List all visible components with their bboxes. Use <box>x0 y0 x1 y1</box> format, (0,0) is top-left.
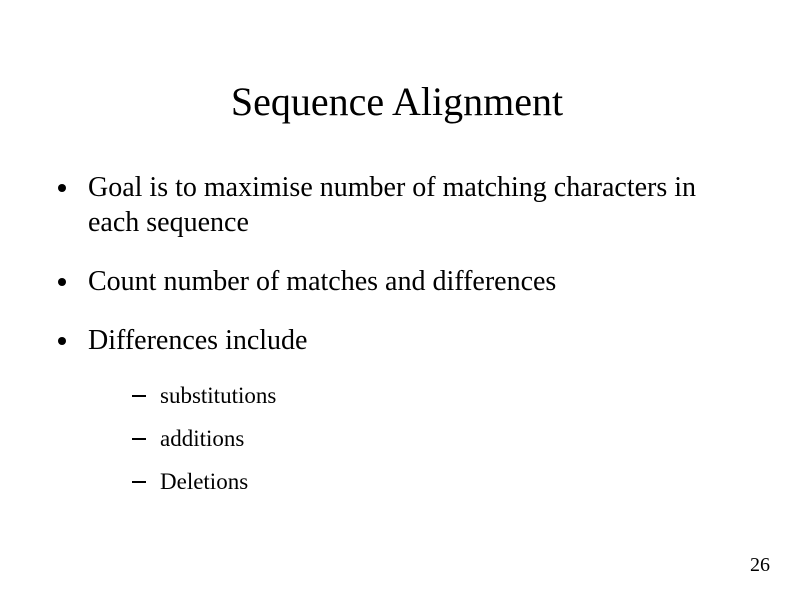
list-item: substitutions <box>132 382 738 411</box>
subbullet-text: Deletions <box>160 468 248 497</box>
dash-icon <box>132 395 146 397</box>
subbullet-text: substitutions <box>160 382 276 411</box>
page-number: 26 <box>750 554 770 577</box>
subbullet-text: additions <box>160 425 244 454</box>
list-item: Count number of matches and differences <box>58 264 738 299</box>
bullet-text: Goal is to maximise number of matching c… <box>88 170 738 240</box>
bullet-text: Differences include <box>88 323 308 358</box>
bullet-text: Count number of matches and differences <box>88 264 556 299</box>
bullet-list: Goal is to maximise number of matching c… <box>58 170 738 510</box>
slide: Sequence Alignment Goal is to maximise n… <box>0 0 794 595</box>
dash-icon <box>132 438 146 440</box>
bullet-icon <box>58 337 66 345</box>
list-item: Goal is to maximise number of matching c… <box>58 170 738 240</box>
list-item: Differences include <box>58 323 738 358</box>
bullet-icon <box>58 278 66 286</box>
bullet-icon <box>58 184 66 192</box>
list-item: Deletions <box>132 468 738 497</box>
dash-icon <box>132 481 146 483</box>
sub-list: substitutions additions Deletions <box>132 382 738 496</box>
list-item: additions <box>132 425 738 454</box>
slide-title: Sequence Alignment <box>0 78 794 125</box>
